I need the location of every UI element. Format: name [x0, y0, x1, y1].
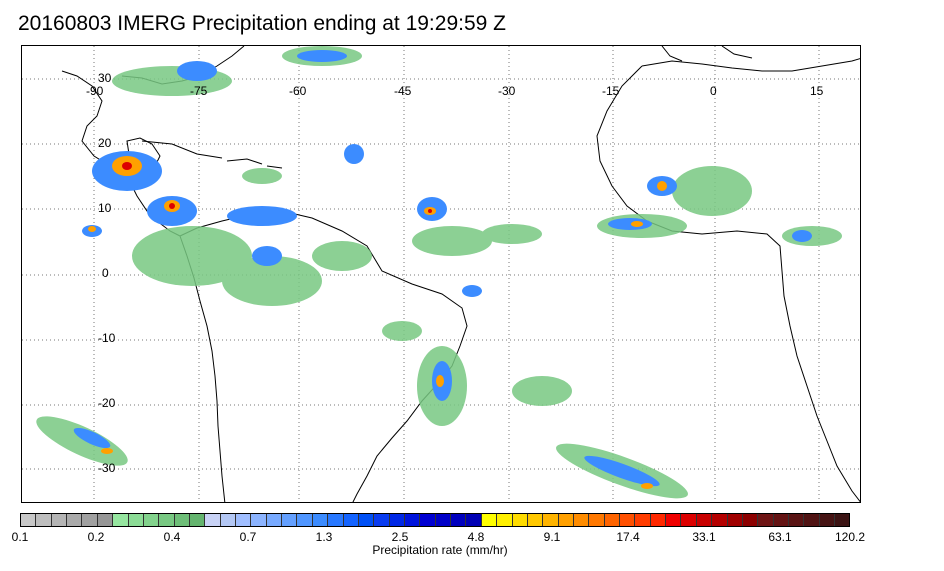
colorbar-swatch	[712, 514, 728, 526]
colorbar-tick: 0.4	[163, 530, 181, 544]
colorbar-swatch	[343, 514, 359, 526]
colorbar-swatch	[835, 514, 850, 526]
lon-label: 0	[710, 84, 717, 98]
colorbar-tick: 17.4	[616, 530, 640, 544]
colorbar-swatch	[773, 514, 789, 526]
colorbar	[20, 513, 850, 527]
colorbar-tick: 4.8	[467, 530, 485, 544]
colorbar-swatch	[358, 514, 375, 526]
colorbar-swatch	[435, 514, 452, 526]
colorbar-swatch	[159, 514, 175, 526]
colorbar-swatch	[819, 514, 836, 526]
colorbar-swatch	[67, 514, 83, 526]
colorbar-swatch	[543, 514, 559, 526]
lat-label: 10	[98, 201, 112, 215]
colorbar-swatch	[696, 514, 713, 526]
colorbar-swatch	[128, 514, 144, 526]
colorbar-swatch	[389, 514, 405, 526]
colorbar-swatch	[804, 514, 820, 526]
lat-label: -30	[98, 461, 116, 475]
colorbar-tick: 120.2	[834, 530, 866, 544]
colorbar-swatch	[297, 514, 313, 526]
colorbar-swatch	[113, 514, 129, 526]
lat-label: 0	[102, 266, 109, 280]
map-title: 20160803 IMERG Precipitation ending at 1…	[18, 12, 506, 35]
colorbar-swatch	[205, 514, 221, 526]
colorbar-swatch	[328, 514, 344, 526]
precipitation-map: -90 -75 -60 -45 -30 -15 0 15 30 20 10 0 …	[21, 45, 861, 503]
colorbar-swatch	[404, 514, 421, 526]
colorbar-swatch	[189, 514, 206, 526]
colorbar-swatch	[635, 514, 651, 526]
colorbar-swatch	[36, 514, 52, 526]
colorbar-swatch	[727, 514, 743, 526]
colorbar-swatch	[681, 514, 697, 526]
lon-label: -75	[190, 84, 208, 98]
colorbar-swatch	[527, 514, 544, 526]
colorbar-swatch	[666, 514, 682, 526]
colorbar-swatch	[21, 514, 37, 526]
colorbar-swatch	[451, 514, 467, 526]
map-canvas	[22, 46, 860, 502]
colorbar-swatch	[742, 514, 759, 526]
colorbar-swatch	[82, 514, 98, 526]
colorbar-swatch	[620, 514, 636, 526]
colorbar-tick: 0.2	[87, 530, 105, 544]
lon-label: -90	[86, 84, 104, 98]
colorbar-tick: 33.1	[692, 530, 716, 544]
colorbar-swatch	[788, 514, 805, 526]
precip-intense	[122, 162, 432, 213]
colorbar-swatch	[312, 514, 329, 526]
colorbar-swatch	[512, 514, 528, 526]
colorbar-swatch	[174, 514, 190, 526]
colorbar-swatch	[236, 514, 252, 526]
colorbar-tick: 1.3	[315, 530, 333, 544]
colorbar-tick: 9.1	[543, 530, 561, 544]
lon-label: -15	[602, 84, 620, 98]
colorbar-swatch	[573, 514, 590, 526]
lat-label: -10	[98, 331, 116, 345]
lat-label: 30	[98, 71, 112, 85]
colorbar-swatch	[604, 514, 621, 526]
colorbar-swatch	[466, 514, 482, 526]
colorbar-swatch	[558, 514, 574, 526]
colorbar-swatch	[51, 514, 68, 526]
colorbar-tick: 2.5	[391, 530, 409, 544]
colorbar-swatch	[589, 514, 605, 526]
lat-label: 20	[98, 136, 112, 150]
colorbar-label: Precipitation rate (mm/hr)	[372, 543, 508, 557]
colorbar-tick: 0.1	[11, 530, 29, 544]
colorbar-swatch	[497, 514, 513, 526]
lon-label: -60	[289, 84, 307, 98]
colorbar-swatch	[374, 514, 390, 526]
lon-label: -45	[394, 84, 412, 98]
colorbar-swatch	[220, 514, 237, 526]
lat-label: -20	[98, 396, 116, 410]
colorbar-swatch	[650, 514, 667, 526]
colorbar-swatch	[282, 514, 298, 526]
lon-label: -30	[498, 84, 516, 98]
colorbar-swatch	[251, 514, 267, 526]
precip-light	[36, 46, 842, 499]
colorbar-swatch	[420, 514, 436, 526]
colorbar-swatch	[97, 514, 114, 526]
colorbar-swatch	[266, 514, 283, 526]
lon-label: 15	[810, 84, 824, 98]
colorbar-swatch	[481, 514, 498, 526]
colorbar-tick: 63.1	[768, 530, 792, 544]
colorbar-tick: 0.7	[239, 530, 257, 544]
colorbar-swatch	[758, 514, 774, 526]
colorbar-swatch	[143, 514, 160, 526]
